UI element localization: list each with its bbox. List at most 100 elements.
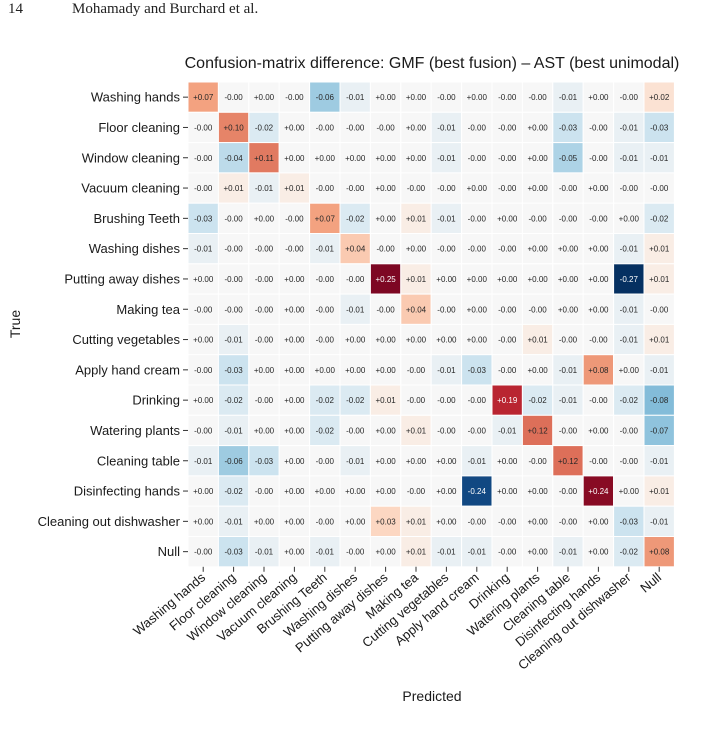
cell-value-label: +0.25 [375, 275, 396, 284]
cell-value-label: +0.00 [193, 396, 214, 405]
cell-value-label: -0.00 [589, 123, 608, 132]
cell-value-label: +0.04 [345, 245, 366, 254]
cell-value-label: +0.08 [588, 366, 609, 375]
cell-value-label: -0.00 [194, 366, 213, 375]
cell-value-label: +0.00 [193, 487, 214, 496]
cell-value-label: +0.01 [649, 275, 670, 284]
heatmap-cell [278, 81, 311, 113]
cell-value-label: -0.07 [650, 426, 669, 435]
cell-value-label: -0.00 [437, 396, 456, 405]
cell-value-label: +0.00 [527, 245, 548, 254]
heatmap-cell [278, 293, 311, 325]
heatmap-cell [491, 323, 523, 356]
heatmap-cell [339, 475, 371, 507]
row-tick-label: Apply hand cream [75, 362, 180, 377]
cell-value-label: +0.00 [345, 366, 366, 375]
heatmap-cell [552, 202, 584, 234]
heatmap-cell [278, 445, 311, 477]
cell-value-label: +0.00 [284, 154, 305, 163]
chart-title: Confusion-matrix difference: GMF (best f… [185, 55, 680, 72]
heatmap-cell [278, 202, 311, 234]
cell-value-label: +0.19 [497, 396, 518, 405]
heatmap-cell [552, 111, 584, 144]
cell-value-label: +0.00 [254, 214, 275, 223]
cell-value-label: -0.00 [498, 245, 517, 254]
heatmap-cell [582, 233, 615, 265]
heatmap-cell [613, 233, 645, 265]
cell-value-label: +0.00 [588, 93, 609, 102]
heatmap-cell [582, 384, 615, 416]
cell-value-label: -0.00 [346, 426, 365, 435]
cell-value-label: -0.01 [437, 548, 456, 557]
heatmap-cell [613, 445, 645, 477]
cell-value-label: -0.02 [528, 396, 547, 405]
cell-value-label: +0.00 [497, 487, 518, 496]
row-tick-label: Watering plants [90, 423, 180, 438]
heatmap-cell [521, 111, 554, 144]
heatmap-cell [400, 354, 432, 386]
row-tick-label: Disinfecting hands [74, 484, 181, 499]
cell-value-label: +0.01 [406, 426, 427, 435]
cell-value-label: +0.01 [527, 336, 548, 345]
heatmap-cell [339, 323, 371, 356]
cell-value-label: +0.00 [284, 366, 305, 375]
cell-value-label: -0.01 [559, 366, 578, 375]
cell-value-label: +0.00 [406, 154, 427, 163]
cell-value-label: +0.00 [345, 336, 366, 345]
heatmap-cell [491, 445, 523, 477]
cell-value-label: +0.00 [527, 366, 548, 375]
cell-value-label: +0.00 [284, 517, 305, 526]
cell-value-label: -0.01 [194, 457, 213, 466]
cell-value-label: -0.00 [224, 305, 243, 314]
cell-value-label: +0.00 [467, 93, 488, 102]
heatmap-cell [643, 384, 675, 416]
heatmap-cell [582, 414, 615, 447]
cell-value-label: -0.00 [255, 336, 274, 345]
cell-value-label: +0.00 [375, 426, 396, 435]
cell-value-label: +0.00 [588, 275, 609, 284]
cell-value-label: -0.01 [437, 154, 456, 163]
heatmap-cell [643, 263, 675, 295]
column-tick-label: Null [637, 570, 664, 596]
cell-value-label: -0.00 [528, 214, 547, 223]
cell-value-label: +0.00 [284, 305, 305, 314]
heatmap-cell [521, 536, 554, 568]
cell-value-label: +0.00 [375, 154, 396, 163]
cell-value-label: +0.02 [649, 93, 670, 102]
cell-value-label: -0.00 [194, 123, 213, 132]
cell-value-label: +0.01 [649, 336, 670, 345]
cell-value-label: -0.01 [559, 548, 578, 557]
cell-value-label: +0.00 [619, 366, 640, 375]
heatmap-cell [461, 384, 493, 416]
heatmap-cell [248, 111, 280, 144]
cell-value-label: +0.00 [345, 154, 366, 163]
cell-value-label: -0.00 [498, 93, 517, 102]
heatmap-cells: +0.07 -0.00 +0.00 -0.00 -0.06 -0.01 +0.00 +0.00… [187, 81, 675, 568]
cell-value-label: -0.02 [316, 426, 335, 435]
cell-value-label: +0.00 [375, 366, 396, 375]
cell-value-label: +0.00 [406, 245, 427, 254]
cell-value-label: -0.03 [224, 366, 243, 375]
heatmap-cell [430, 81, 463, 113]
cell-value-label: -0.02 [620, 396, 639, 405]
cell-value-label: -0.00 [194, 154, 213, 163]
heatmap-cell [521, 142, 554, 174]
heatmap-cell [309, 263, 341, 295]
cell-value-label: -0.01 [346, 457, 365, 466]
cell-value-label: +0.00 [193, 517, 214, 526]
cell-value-label: -0.00 [255, 305, 274, 314]
cell-value-label: +0.07 [315, 214, 336, 223]
heatmap-cell [369, 293, 402, 325]
heatmap-cell [491, 263, 523, 295]
heatmap-cell [430, 414, 463, 447]
heatmap-cell [309, 505, 341, 538]
cell-value-label: -0.00 [224, 93, 243, 102]
cell-value-label: +0.00 [588, 305, 609, 314]
heatmap-cell [461, 475, 493, 507]
heatmap-cell [552, 172, 584, 204]
heatmap-cell [278, 263, 311, 295]
cell-value-label: -0.00 [285, 245, 304, 254]
cell-value-label: -0.02 [224, 396, 243, 405]
cell-value-label: -0.00 [589, 154, 608, 163]
